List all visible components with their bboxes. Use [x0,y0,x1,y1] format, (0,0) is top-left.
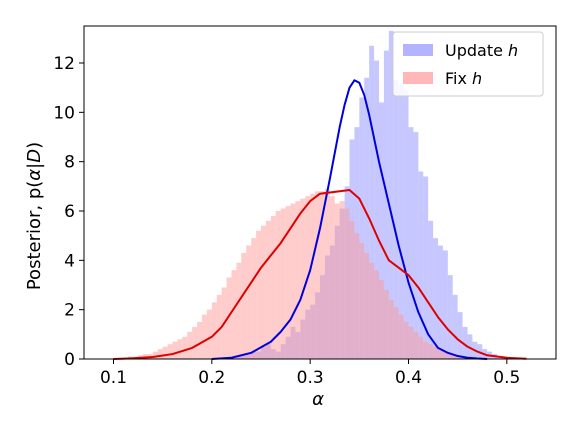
x-tick-label: 0.1 [100,368,127,388]
hist-bar [232,270,237,359]
hist-bar [423,342,428,359]
hist-bar [246,246,251,359]
hist-bar [448,275,453,359]
y-axis-label: Posterior, p(α|D) [24,142,45,290]
x-tick-label: 0.4 [395,368,422,388]
hist-bar [182,337,187,359]
hist-bar [241,253,246,359]
hist-bar [350,221,355,359]
hist-bar [379,280,384,359]
x-tick-label: 0.3 [297,368,324,388]
hist-bar [173,342,178,359]
hist-bar [413,132,418,359]
y-tick-label: 0 [64,350,75,370]
hist-bar [404,90,409,359]
hist-bar [413,332,418,359]
legend-swatch [403,44,433,56]
hist-bar [310,194,315,359]
legend-label: Fix h [445,69,482,88]
x-axis-label: α [312,389,324,410]
hist-bar [359,243,364,359]
legend-label: Update h [445,41,518,60]
hist-bar [261,226,266,359]
hist-bar [409,327,414,359]
hist-bar [202,315,207,359]
hist-bar [389,300,394,359]
x-tick-label: 0.2 [198,368,225,388]
hist-bar [364,253,369,359]
hist-bar [187,332,192,359]
hist-bar [168,344,173,359]
hist-bar [394,307,399,359]
hist-bar [374,270,379,359]
hist-bar [281,209,286,359]
hist-bar [369,263,374,359]
hist-bar [335,204,340,359]
hist-bar [399,315,404,359]
hist-bar [354,233,359,359]
hist-bar [236,263,241,359]
hist-bar [212,302,217,359]
hist-bar [458,312,463,359]
hist-bar [428,344,433,359]
y-tick-label: 10 [53,103,75,123]
hist-bar [438,246,443,359]
hist-bar [295,201,300,359]
hist-bar [197,322,202,359]
legend-swatch [403,72,433,84]
hist-bar [177,339,182,359]
hist-bar [418,337,423,359]
hist-bar [266,221,271,359]
hist-bar [315,191,320,359]
hist-bar [325,189,330,359]
y-tick-label: 6 [64,202,75,222]
hist-bar [443,250,448,359]
y-tick-label: 8 [64,153,75,173]
hist-bar [330,196,335,359]
hist-bar [192,327,197,359]
y-tick-label: 2 [64,301,75,321]
hist-bar [300,199,305,359]
hist-bar [256,231,261,359]
hist-bar [409,127,414,359]
hist-bar [404,322,409,359]
legend: Update h Fix h [393,32,543,96]
hist-bar [158,349,163,359]
x-tick-label: 0.5 [493,368,520,388]
hist-bar [384,290,389,359]
hist-bar [251,238,256,359]
hist-bar [418,172,423,359]
y-tick-label: 12 [53,54,75,74]
hist-bar [453,295,458,359]
hist-bar [345,209,350,359]
hist-bar [207,310,212,359]
y-tick-label: 4 [64,251,75,271]
hist-bar [163,347,168,359]
hist-bar [340,201,345,359]
